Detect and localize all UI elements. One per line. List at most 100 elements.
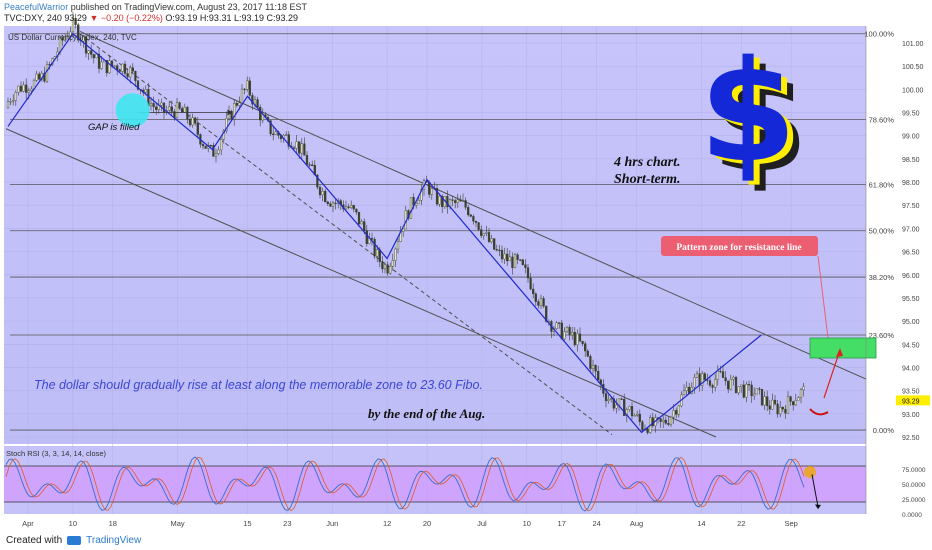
candle <box>677 405 680 415</box>
candle <box>669 416 673 425</box>
x-tick-label: 10 <box>523 519 531 528</box>
candle <box>383 264 387 270</box>
candle <box>402 228 405 232</box>
candle <box>500 249 504 260</box>
price-tick-label: 99.00 <box>902 134 920 141</box>
candle <box>170 106 173 112</box>
candle <box>581 340 584 344</box>
candle <box>191 117 194 126</box>
candle <box>30 88 33 91</box>
candle <box>727 380 730 390</box>
candle <box>701 373 704 386</box>
candle <box>498 249 501 252</box>
dollar-logo: $ <box>699 31 796 194</box>
candle <box>659 418 662 422</box>
candle <box>222 130 225 140</box>
candle <box>82 36 85 42</box>
candle <box>253 99 257 105</box>
indicator-title: Stoch RSI (3, 3, 14, 14, close) <box>6 449 107 458</box>
candle <box>295 141 298 149</box>
candle <box>373 238 376 257</box>
candle <box>667 423 670 425</box>
author-name[interactable]: PeacefulWarrior <box>4 2 69 12</box>
tradingview-link[interactable]: TradingView <box>86 535 142 546</box>
candle <box>607 399 610 402</box>
candle <box>584 343 587 352</box>
fib-level-label: 50.00% <box>869 227 895 236</box>
candle <box>454 200 457 203</box>
candle <box>792 401 795 406</box>
candle <box>636 413 639 416</box>
gap-arrow-head <box>227 109 233 116</box>
fib-level-label: 0.00% <box>873 426 895 435</box>
candle <box>246 80 249 90</box>
candle <box>737 386 740 393</box>
candle <box>779 406 782 415</box>
price-tick-label: 93.00 <box>902 412 920 419</box>
ohlc-values: O:93.19 H:93.31 L:93.19 C:93.29 <box>165 13 299 23</box>
candle <box>573 332 576 346</box>
candle <box>204 145 207 149</box>
price-tick-label: 98.50 <box>902 157 920 164</box>
candle <box>711 385 714 388</box>
upper-channel-line <box>79 30 867 380</box>
price-change: ▼ −0.20 (−0.22%) <box>89 13 163 23</box>
candle <box>287 134 290 147</box>
candle <box>428 182 431 195</box>
candle <box>292 147 296 149</box>
candle <box>324 191 327 203</box>
candle <box>108 60 111 74</box>
candle <box>464 200 467 208</box>
x-tick-label: 10 <box>69 519 77 528</box>
timeframe-note: 4 hrs chart. <box>613 155 681 170</box>
candle <box>708 380 712 386</box>
candle <box>87 50 90 54</box>
candle <box>178 102 181 109</box>
fib-level-label: 38.20% <box>869 273 895 282</box>
candle <box>794 400 797 406</box>
candle <box>784 408 787 414</box>
candle <box>675 410 678 415</box>
candle <box>638 413 641 422</box>
created-with-label: Created with <box>6 535 63 546</box>
candle <box>126 73 129 78</box>
candle <box>508 256 511 262</box>
pattern-label-box <box>661 236 818 256</box>
candle <box>589 356 592 369</box>
candle <box>641 421 644 430</box>
candle <box>490 238 493 243</box>
candle <box>474 221 478 223</box>
candle <box>305 155 309 165</box>
last-price-marker <box>896 395 930 406</box>
candle <box>537 301 540 306</box>
candle <box>560 322 563 340</box>
candle <box>604 393 608 402</box>
candle <box>456 199 459 203</box>
indicator-tick-label: 0.0000 <box>902 512 922 519</box>
term-note: Short-term. <box>614 172 681 187</box>
candle <box>123 63 127 74</box>
x-tick-label: Sep <box>784 519 797 528</box>
candle <box>303 143 306 156</box>
candle <box>758 388 761 390</box>
candle <box>662 419 665 422</box>
candle <box>248 80 251 96</box>
candle <box>6 101 10 109</box>
candle <box>747 384 751 386</box>
candle <box>105 60 108 74</box>
price-tick-label: 97.50 <box>902 203 920 210</box>
candle <box>786 396 790 414</box>
candle <box>753 393 756 397</box>
candle <box>118 69 121 72</box>
candle <box>318 186 322 196</box>
candle <box>136 80 140 90</box>
candle <box>664 419 667 424</box>
candle <box>92 54 95 59</box>
candle <box>17 85 20 93</box>
candle <box>630 406 634 417</box>
candle <box>355 208 358 213</box>
candle <box>209 145 212 147</box>
price-tick-label: 98.00 <box>902 180 920 187</box>
candle <box>217 149 220 154</box>
